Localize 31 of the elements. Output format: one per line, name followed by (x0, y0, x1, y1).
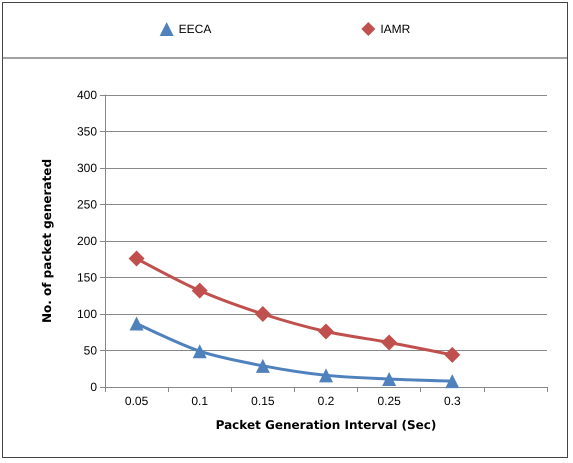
y-tick-label: 50 (84, 344, 98, 358)
x-tick-label: 0.1 (191, 394, 208, 408)
y-tick-label: 100 (76, 307, 98, 321)
legend-label: IAMR (380, 22, 411, 36)
point (318, 324, 334, 340)
point (128, 250, 145, 267)
y-tick-label: 300 (76, 161, 98, 175)
x-tick-label: 0.25 (377, 394, 402, 408)
x-tick-label: 0.2 (318, 394, 335, 408)
y-tick-label: 0 (90, 380, 98, 394)
point (254, 306, 271, 322)
y-axis-title: No. of packet generated (40, 158, 54, 324)
point (382, 372, 396, 386)
point (381, 334, 398, 350)
y-tick-label: 200 (76, 234, 98, 248)
point (192, 344, 207, 358)
x-tick-label: 0.3 (444, 394, 461, 408)
point (256, 358, 270, 373)
legend-label: EECA (178, 22, 212, 36)
x-axis-title: Packet Generation Interval (Sec) (216, 418, 436, 432)
point (319, 368, 333, 382)
x-tick-label: 0.15 (251, 394, 275, 408)
point (444, 346, 460, 363)
x-tick-label: 0.05 (124, 394, 149, 408)
y-tick-label: 250 (76, 198, 98, 212)
y-tick-label: 150 (76, 270, 98, 284)
point (445, 374, 460, 388)
point (192, 282, 208, 299)
y-tick-label: 400 (76, 88, 98, 102)
y-tick-label: 350 (76, 124, 98, 138)
point (130, 316, 144, 330)
